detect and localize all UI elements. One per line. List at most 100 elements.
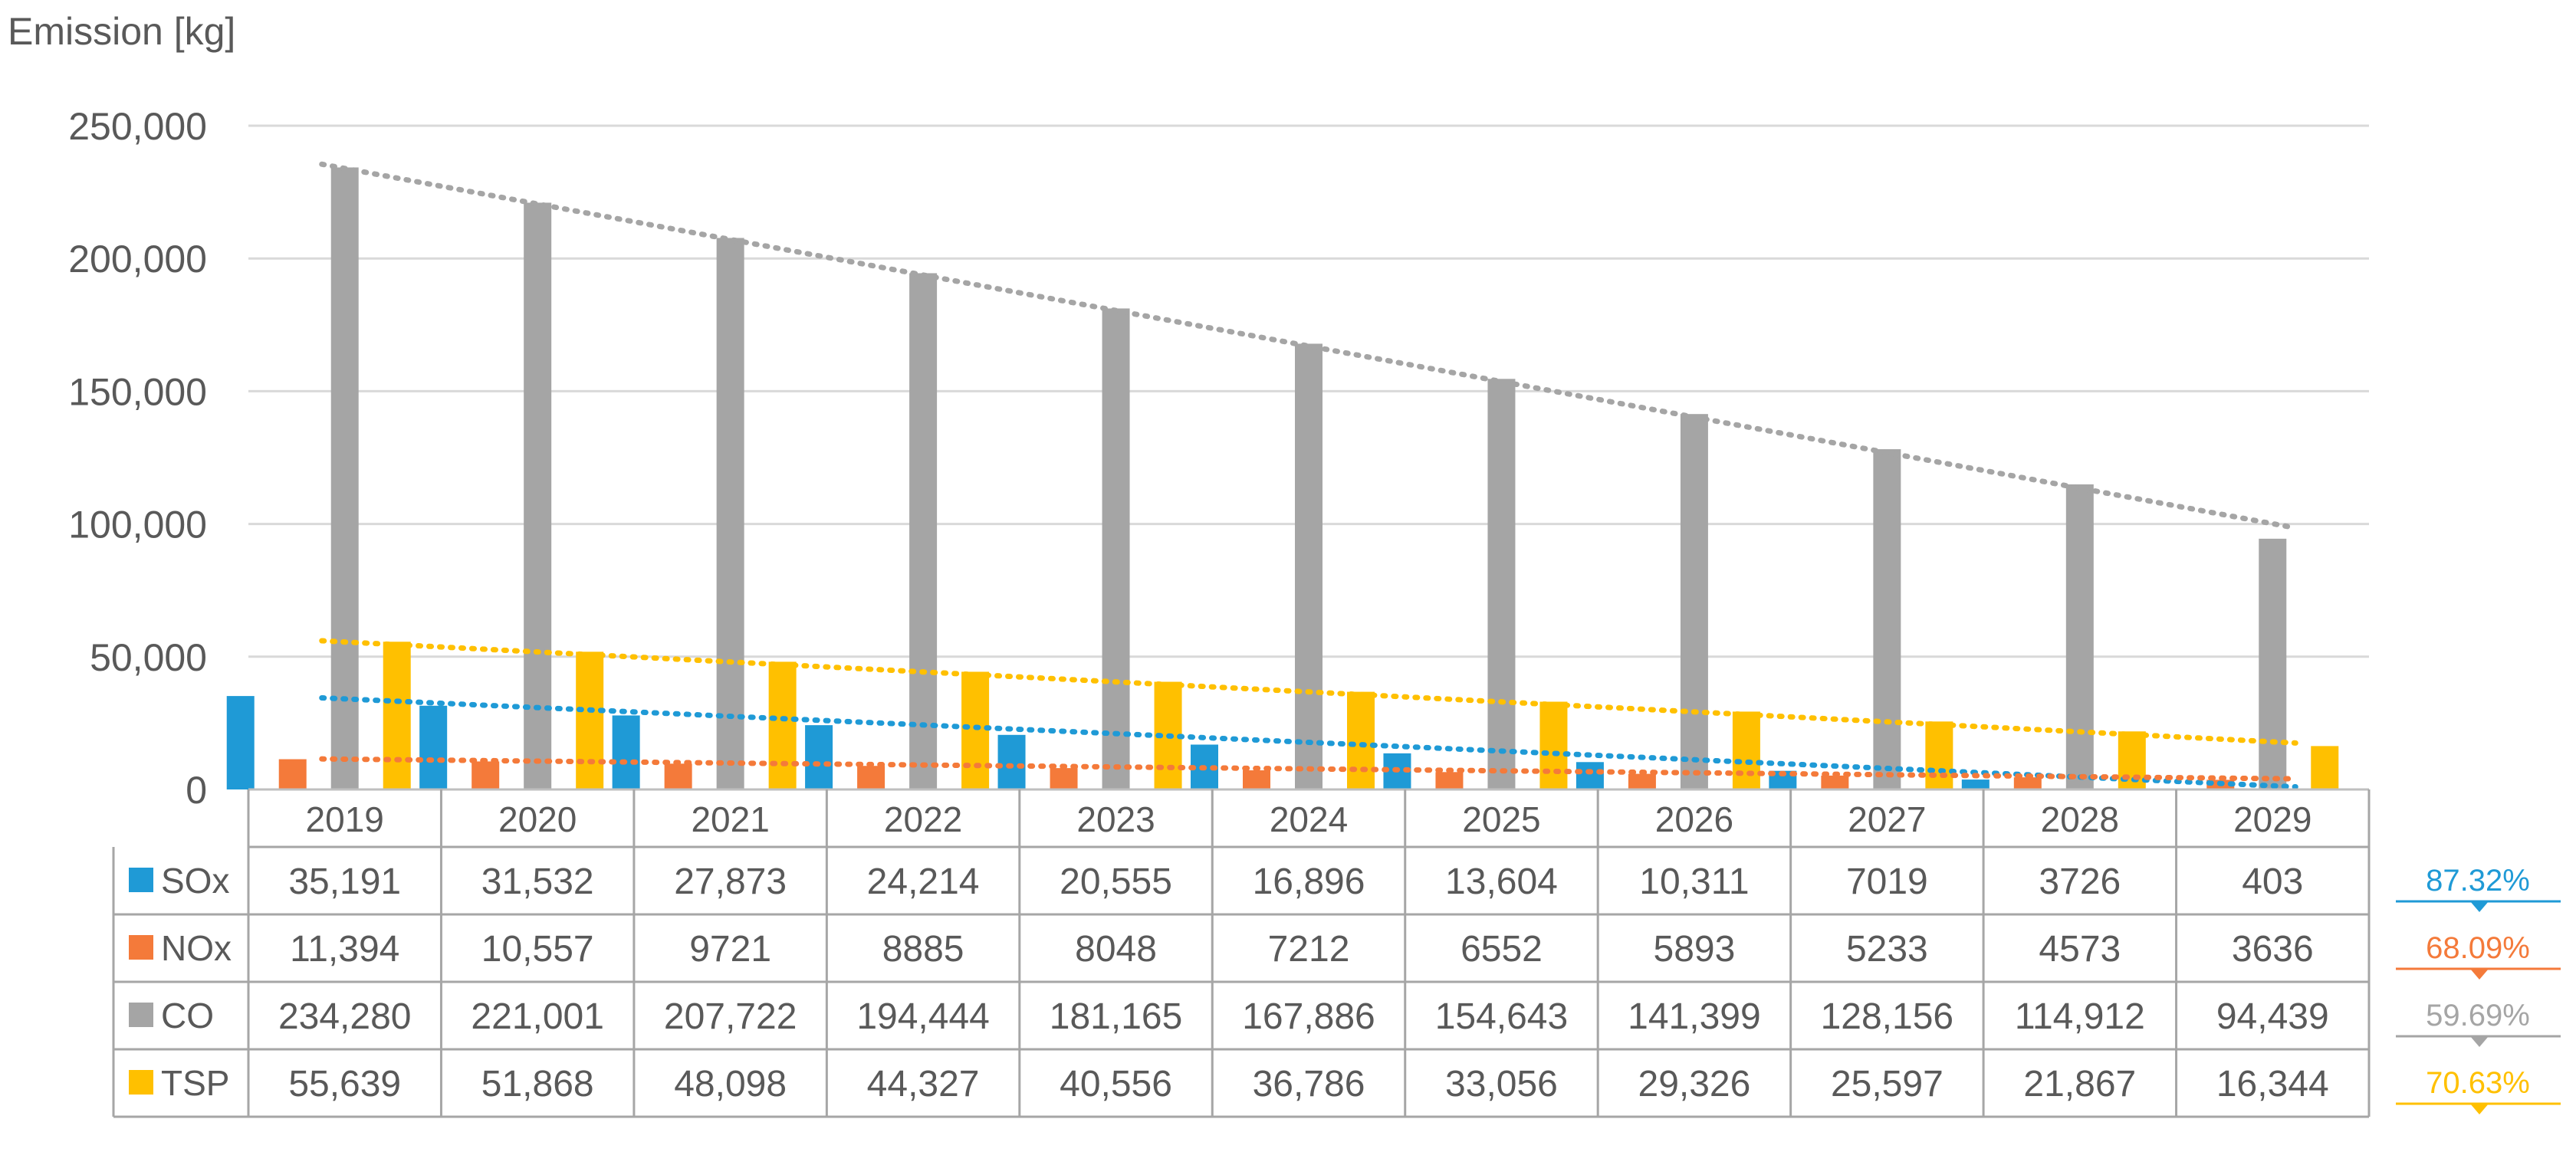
y-axis-title: Emission [kg] xyxy=(8,10,235,53)
table-cell: 7212 xyxy=(1268,929,1350,970)
table-cell: 13,604 xyxy=(1445,862,1558,902)
trendline-sox xyxy=(319,694,2298,790)
table-cell: 8885 xyxy=(882,929,964,970)
bar-co xyxy=(1487,379,1516,789)
bar-sox xyxy=(226,696,255,789)
table-cell: 40,556 xyxy=(1060,1064,1172,1104)
table-cell: 9721 xyxy=(689,929,771,970)
table-cell: 181,165 xyxy=(1050,996,1183,1037)
table-cell: 141,399 xyxy=(1628,996,1761,1037)
table-cell: 24,214 xyxy=(867,862,980,902)
y-tick-label: 50,000 xyxy=(90,636,207,679)
bar-sox xyxy=(997,734,1026,789)
table-cell: 55,639 xyxy=(288,1064,401,1104)
bar-tsp xyxy=(576,651,604,789)
bar-nox xyxy=(278,759,307,789)
bar-tsp xyxy=(1539,701,1568,789)
bar-co xyxy=(1680,414,1708,789)
y-tick-label: 100,000 xyxy=(68,504,207,546)
x-tick-label: 2024 xyxy=(1270,799,1348,839)
legend-swatch-co xyxy=(129,1003,153,1027)
x-tick-label: 2025 xyxy=(1462,799,1540,839)
bar-tsp xyxy=(1925,721,1953,789)
bar-tsp xyxy=(1732,711,1760,789)
legend-swatch-tsp xyxy=(129,1070,153,1095)
table-cell: 10,557 xyxy=(481,929,594,970)
bar-nox xyxy=(1050,768,1078,789)
table-cell: 25,597 xyxy=(1831,1064,1944,1104)
bar-co xyxy=(1102,308,1130,789)
table-cell: 221,001 xyxy=(471,996,604,1037)
legend-label-nox: NOx xyxy=(161,928,232,968)
x-tick-label: 2023 xyxy=(1076,799,1155,839)
table-cell: 128,156 xyxy=(1821,996,1954,1037)
table-cell: 194,444 xyxy=(856,996,990,1037)
table-cell: 11,394 xyxy=(290,929,399,970)
y-tick-labels: 0 50,000 100,000 150,000 200,000 250,000 xyxy=(68,105,207,812)
bar-co xyxy=(909,273,938,789)
bar-sox xyxy=(1576,762,1604,789)
bar-sox xyxy=(805,725,833,789)
legend-label-co: CO xyxy=(161,996,214,1035)
table-cell: 16,344 xyxy=(2216,1064,2329,1104)
bar-co xyxy=(716,238,744,789)
legend-label-tsp: TSP xyxy=(161,1063,229,1103)
reduction-marker-nox xyxy=(2470,969,2489,980)
table-cell: 48,098 xyxy=(674,1064,787,1104)
trendline-nox xyxy=(319,756,2298,782)
bar-nox xyxy=(1628,773,1656,789)
table-cell: 4573 xyxy=(2039,929,2121,970)
bar-co xyxy=(524,202,552,790)
table-cell: 234,280 xyxy=(278,996,412,1037)
table-cell: 29,326 xyxy=(1638,1064,1751,1104)
table-cell: 6552 xyxy=(1460,929,1543,970)
bar-nox xyxy=(1821,775,1849,789)
reduction-label-co: 59.69% xyxy=(2426,999,2530,1032)
table-cell: 21,867 xyxy=(2023,1064,2136,1104)
y-tick-label: 250,000 xyxy=(68,105,207,148)
table-cell: 27,873 xyxy=(674,862,787,902)
reduction-label-sox: 87.32% xyxy=(2426,864,2530,898)
legend-swatch-sox xyxy=(129,868,153,892)
table-cell: 94,439 xyxy=(2216,996,2329,1037)
table-cell: 3726 xyxy=(2039,862,2121,902)
legend-label-sox: SOx xyxy=(161,861,229,901)
x-tick-label: 2027 xyxy=(1848,799,1926,839)
bar-nox xyxy=(472,761,500,789)
table-cell: 33,056 xyxy=(1445,1064,1558,1104)
data-table: 2019 2020 2021 2022 2023 2024 2025 2026 2027 2028… xyxy=(112,788,2371,1118)
table-cell: 114,912 xyxy=(2015,996,2145,1037)
bar-co xyxy=(330,167,359,789)
reduction-marker-co xyxy=(2470,1036,2489,1047)
table-cell: 31,532 xyxy=(481,862,594,902)
table-cell: 51,868 xyxy=(481,1064,594,1104)
table-cell: 7019 xyxy=(1846,862,1928,902)
trendlines xyxy=(319,161,2298,790)
table-cell: 403 xyxy=(2242,862,2303,902)
bars xyxy=(226,167,2339,790)
x-tick-label: 2026 xyxy=(1655,799,1733,839)
bar-nox xyxy=(1435,772,1464,789)
x-tick-label: 2022 xyxy=(884,799,962,839)
bar-nox xyxy=(2013,777,2042,789)
table-cell: 35,191 xyxy=(288,862,401,902)
x-tick-label: 2028 xyxy=(2041,799,2119,839)
table-cell: 16,896 xyxy=(1253,862,1365,902)
bar-tsp xyxy=(383,642,411,789)
reduction-label-nox: 68.09% xyxy=(2426,931,2530,965)
table-cell: 5233 xyxy=(1846,929,1928,970)
legend-swatch-nox xyxy=(129,935,153,960)
bar-tsp xyxy=(768,661,797,789)
bar-co xyxy=(2259,538,2287,789)
table-cell: 44,327 xyxy=(867,1064,980,1104)
trendline-co xyxy=(319,161,2298,531)
reduction-marker-sox xyxy=(2470,901,2489,912)
bar-sox xyxy=(1961,779,1990,789)
bar-co xyxy=(1295,343,1322,790)
table-cell: 3636 xyxy=(2232,929,2314,970)
table-cell: 8048 xyxy=(1075,929,1157,970)
table-cell: 167,886 xyxy=(1242,996,1375,1037)
bar-nox xyxy=(857,766,886,789)
table-cell: 20,555 xyxy=(1060,862,1172,902)
